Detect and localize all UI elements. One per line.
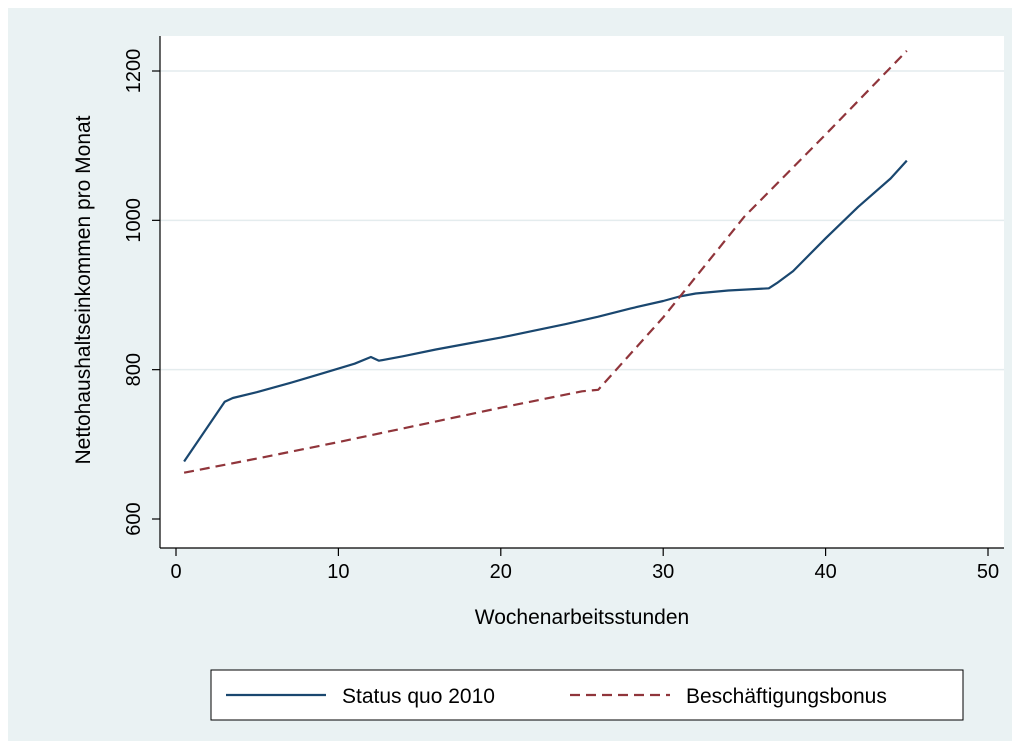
x-tick-label: 40 (814, 561, 836, 583)
x-tick-label: 10 (327, 561, 349, 583)
series-lines (183, 50, 908, 474)
legend-label-1: Status quo 2010 (342, 685, 495, 708)
x-tick-label: 50 (977, 561, 999, 583)
legend-label-2: Beschäftigungsbonus (686, 685, 887, 708)
y-tick-label: 1000 (123, 198, 145, 243)
plot-area (160, 36, 1004, 548)
x-axis-title: Wochenarbeitsstunden (475, 606, 689, 629)
gridlines (160, 70, 1004, 371)
y-axis-title: Nettohaushaltseinkommen pro Monat (72, 115, 95, 464)
y-tick-label: 1200 (123, 49, 145, 94)
legend: Status quo 2010 Beschäftigungsbonus (210, 669, 964, 721)
series-line-1 (183, 159, 908, 463)
x-tick-label: 0 (170, 561, 181, 583)
x-tick-label: 20 (490, 561, 512, 583)
series-line-2 (183, 50, 908, 474)
y-tick-label: 600 (123, 502, 145, 535)
y-axis-ticks: 600 800 1000 1200 (123, 49, 160, 536)
x-axis-ticks: 0 10 20 30 40 50 (170, 548, 999, 583)
y-tick-label: 800 (123, 353, 145, 386)
x-tick-label: 30 (652, 561, 674, 583)
